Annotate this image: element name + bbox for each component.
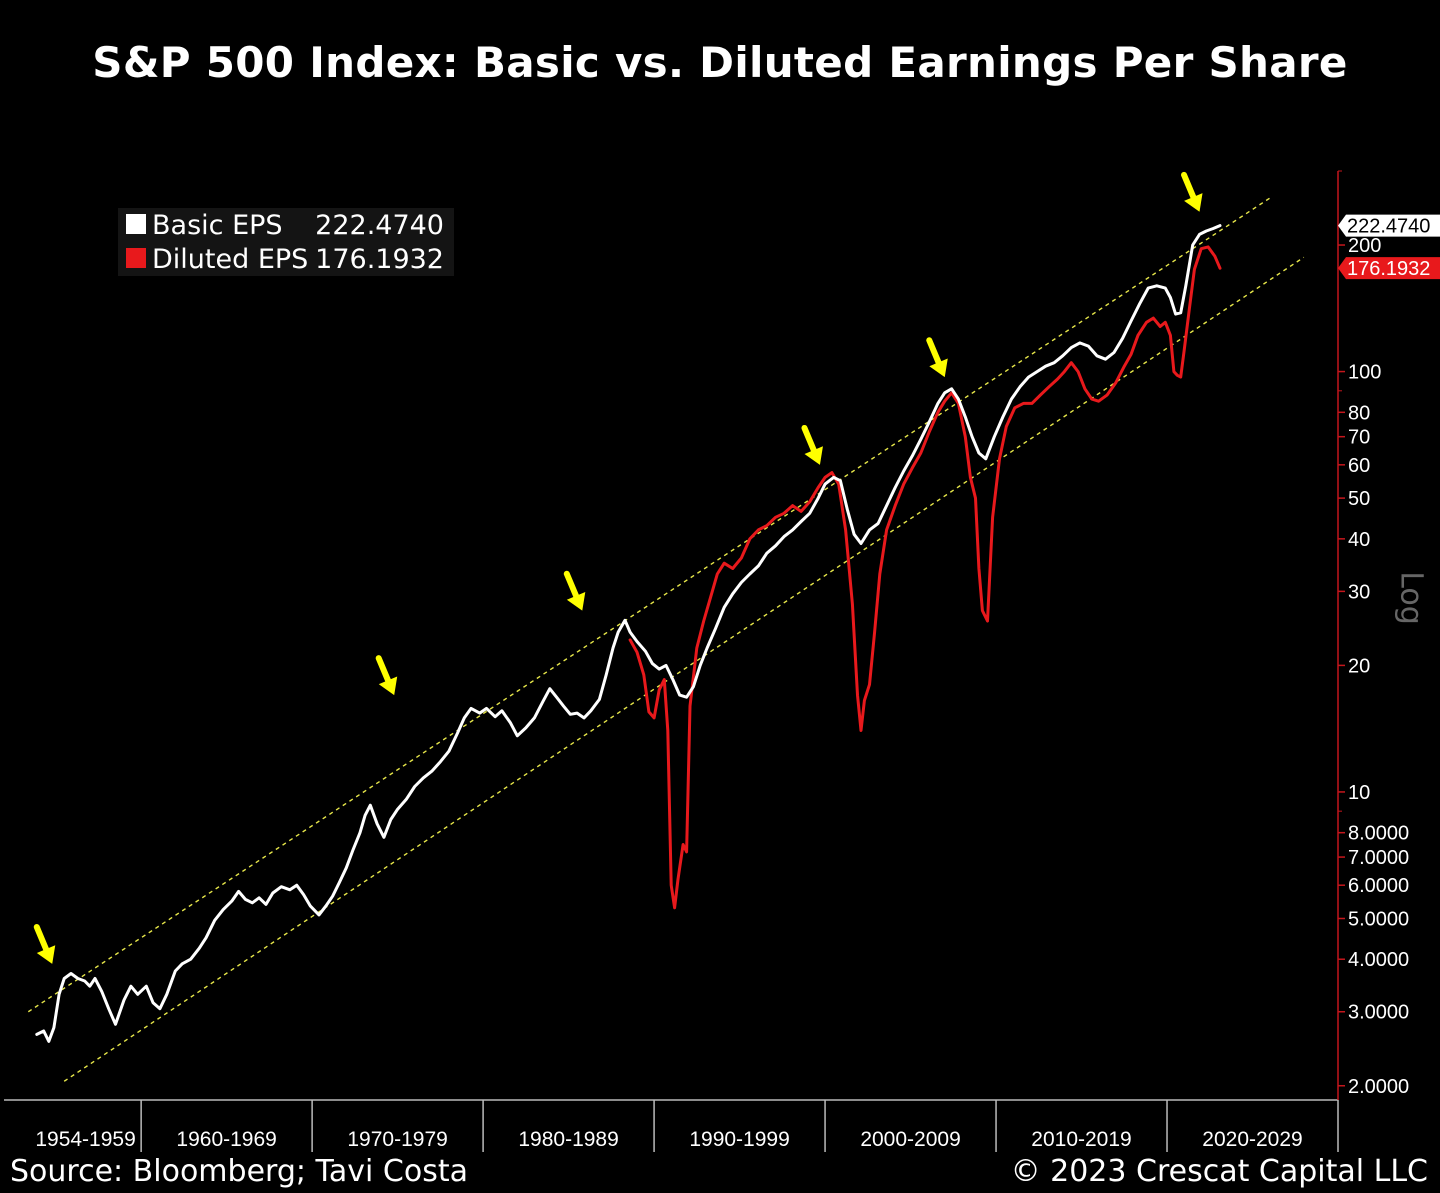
copyright-note: © 2023 Crescat Capital LLC (1010, 1154, 1428, 1189)
x-tick-label: 1980-1989 (518, 1128, 618, 1151)
series-line-diluted-eps (628, 245, 1222, 910)
y-tick-label: 3.0000 (1348, 1002, 1409, 1024)
legend-background (118, 208, 454, 276)
y-tick-label: 40 (1348, 529, 1370, 551)
x-tick-label: 2000-2009 (860, 1128, 960, 1151)
y-tick-label: 60 (1348, 455, 1370, 477)
y-tick-label: 5.0000 (1348, 908, 1409, 930)
legend: Basic EPS 222.4740 Diluted EPS 176.1932 (118, 208, 454, 276)
y-tick-label: 200 (1348, 235, 1381, 257)
x-tick-label: 2020-2029 (1202, 1128, 1302, 1151)
arrow-head (378, 676, 398, 696)
y-tick-label: 7.0000 (1348, 847, 1409, 869)
y-tick-label: 50 (1348, 488, 1370, 510)
plot-area: 1954-1959 1960-1969 1970-1979 1980-1989 1990… (4, 170, 1440, 1152)
trend-line-upper (27, 196, 1272, 1013)
x-tick-label: 2010-2019 (1031, 1128, 1131, 1151)
legend-value-basic: 222.4740 (315, 210, 444, 241)
x-tick-label: 1954-1959 (35, 1128, 135, 1151)
y-tick-label: 80 (1348, 402, 1370, 424)
y-tick-label: 6.0000 (1348, 875, 1409, 897)
y-tick-label: 4.0000 (1348, 949, 1409, 971)
scale-label: Log (1394, 571, 1429, 625)
arrow-head (566, 591, 586, 611)
y-tick-label: 20 (1348, 655, 1370, 677)
legend-label-diluted: Diluted EPS (152, 244, 308, 275)
x-tick-label: 1960-1969 (176, 1128, 276, 1151)
y-tick-label: 100 (1348, 362, 1381, 384)
last-value-label-diluted: 176.1932 (1347, 258, 1430, 280)
chart-title: S&P 500 Index: Basic vs. Diluted Earning… (92, 38, 1348, 87)
last-value-flag-diluted (1338, 257, 1440, 280)
last-value-label-basic: 222.4740 (1347, 216, 1430, 238)
y-tick-label: 70 (1348, 427, 1370, 449)
y-tick-label: 30 (1348, 581, 1370, 603)
arrow-head (36, 945, 56, 964)
legend-swatch-basic (126, 214, 146, 234)
arrow-head (804, 446, 823, 465)
y-tick-label: 8.0000 (1348, 823, 1409, 845)
arrow-head (1184, 193, 1203, 212)
series-line-basic-eps (35, 224, 1222, 1043)
y-tick-label: 10 (1348, 782, 1370, 804)
y-tick-label: 2.0000 (1348, 1076, 1409, 1098)
legend-label-basic: Basic EPS (152, 210, 283, 241)
last-value-flag-basic (1338, 214, 1440, 237)
legend-swatch-diluted (126, 248, 146, 268)
trend-line-lower (63, 256, 1305, 1082)
arrow-head (929, 358, 948, 378)
x-tick-label: 1970-1979 (347, 1128, 447, 1151)
x-tick-label: 1990-1999 (689, 1128, 789, 1151)
legend-value-diluted: 176.1932 (315, 244, 444, 275)
source-note: Source: Bloomberg; Tavi Costa (10, 1154, 468, 1189)
